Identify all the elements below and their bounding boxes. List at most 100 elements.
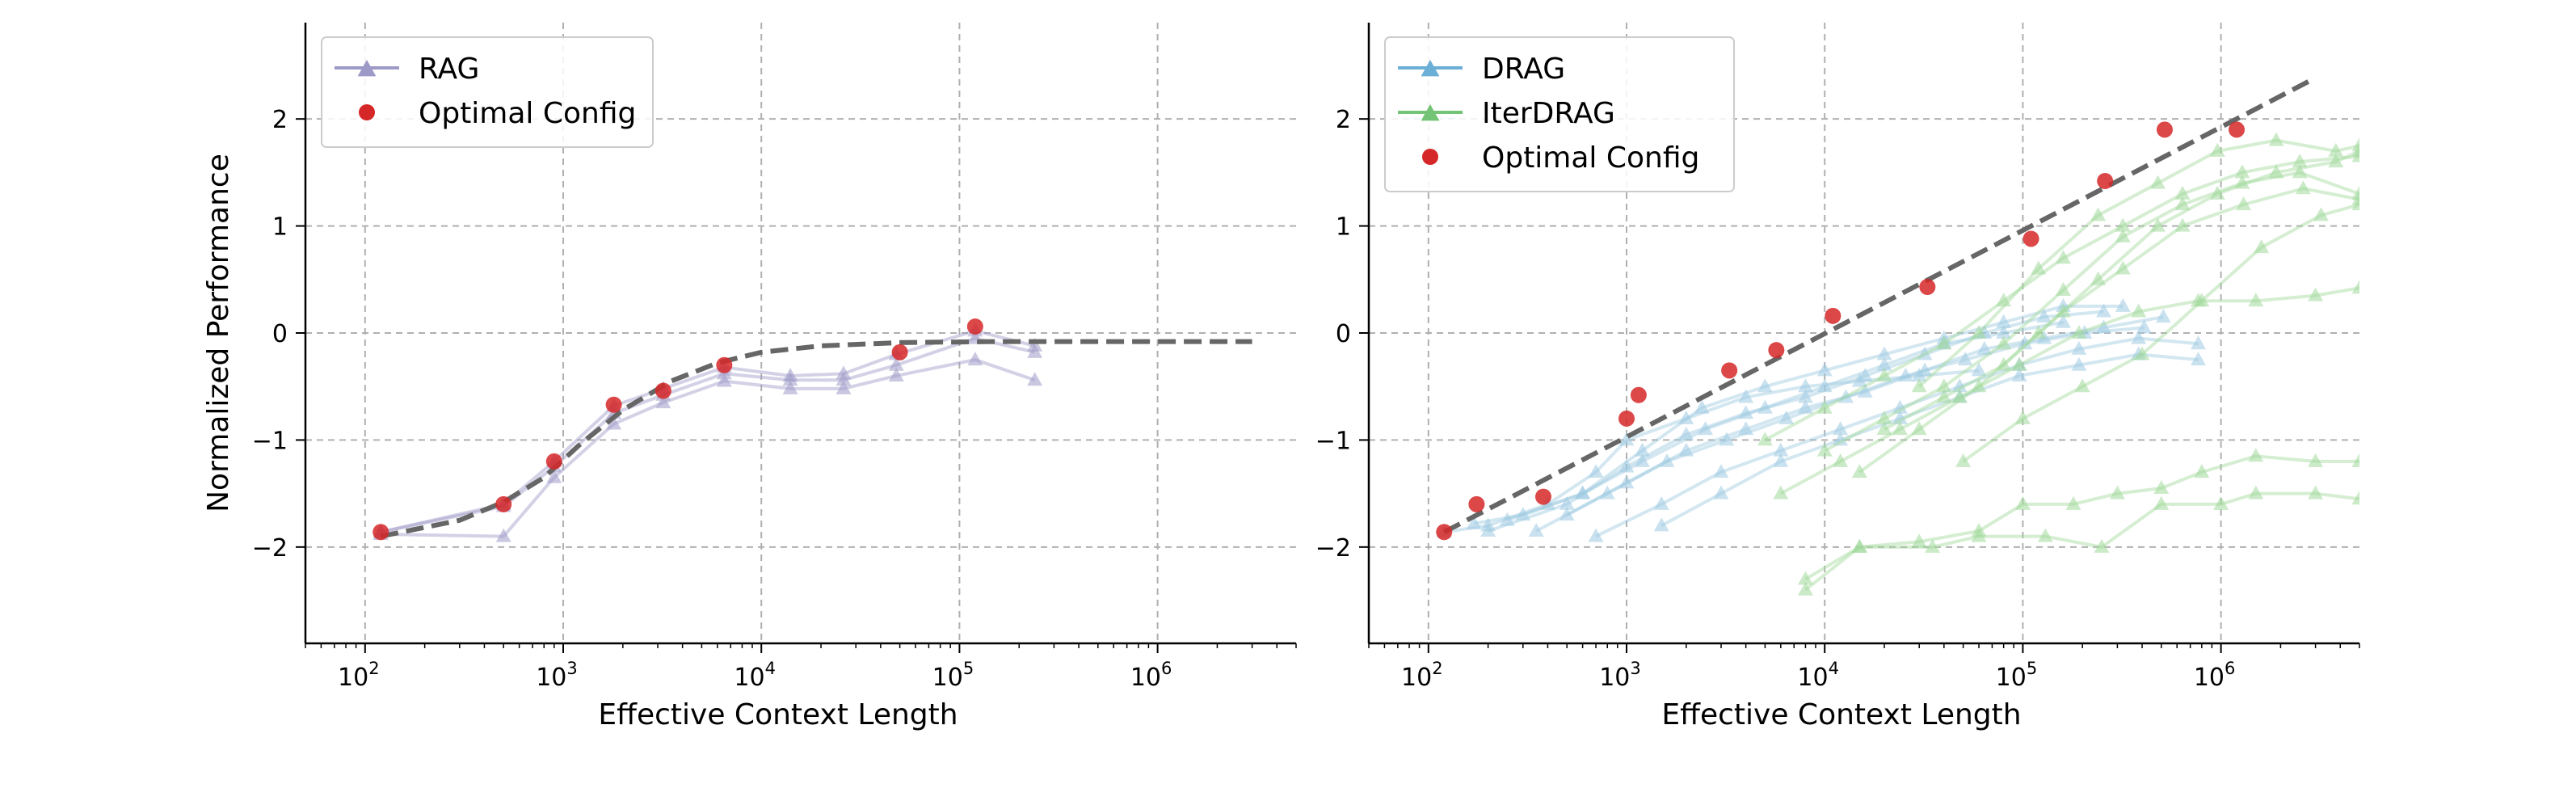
x-tick-exponent: 6 (2225, 659, 2235, 678)
series-line (1804, 454, 2359, 581)
optimal-config-point (1630, 386, 1647, 403)
series-marker (1773, 485, 1789, 499)
series-marker (2351, 280, 2359, 294)
series-marker (2234, 164, 2250, 179)
series-marker (2248, 293, 2264, 307)
legend-box (321, 36, 654, 148)
series-marker (2351, 196, 2359, 211)
series-marker (2308, 287, 2324, 301)
series-marker (1618, 432, 1635, 446)
series-marker (2174, 217, 2191, 232)
legend-box (1384, 36, 1735, 192)
series-marker (1976, 340, 1993, 355)
series-marker (1773, 453, 1789, 467)
series-marker (1936, 378, 1952, 393)
series-marker (2191, 335, 2207, 350)
series-marker (1816, 442, 1833, 457)
series-iterdrag-15 (1911, 132, 2359, 393)
optimal-config-point (495, 495, 512, 512)
optimal-config-point (1468, 495, 1485, 512)
optimal-config-point (605, 396, 622, 413)
series-marker (1892, 410, 1908, 424)
series-marker (2031, 260, 2047, 275)
series-marker (782, 380, 798, 394)
series-marker (1917, 346, 1933, 360)
series-marker (1971, 378, 1987, 393)
series-marker (1897, 367, 1913, 381)
series-marker (1833, 421, 1849, 436)
series-marker (782, 367, 798, 381)
y-tick-label: 1 (272, 213, 288, 242)
optimal-config-point (2156, 121, 2173, 138)
series-marker (2174, 196, 2191, 211)
series-marker (836, 380, 852, 394)
series-marker (1816, 399, 1833, 414)
legend-item-drag: DRAG (1398, 53, 1565, 86)
series-marker (2351, 137, 2359, 152)
series-marker (1996, 325, 2012, 339)
x-tick-label: 102 (1401, 659, 1443, 692)
y-tick-label: −2 (1315, 534, 1351, 563)
optimal-config-point (1534, 488, 1551, 505)
series-marker (2090, 207, 2107, 221)
series-marker (1876, 346, 1892, 360)
series-marker (1678, 410, 1694, 424)
series-marker (1797, 581, 1813, 596)
series-marker (2014, 495, 2031, 510)
series-marker (2248, 448, 2264, 462)
series-marker (2115, 297, 2131, 312)
series-marker (2351, 491, 2359, 505)
series-marker (1816, 378, 1833, 393)
x-tick-base: 10 (338, 664, 368, 692)
series-marker (716, 373, 732, 387)
series-marker (1838, 389, 1854, 403)
series-marker (1653, 495, 1669, 510)
x-tick-exponent: 4 (765, 659, 776, 678)
series-marker (1678, 442, 1694, 457)
optimal-config-point (966, 318, 983, 335)
series-marker (2136, 319, 2153, 334)
series-marker (495, 528, 511, 542)
x-tick-exponent: 3 (1630, 659, 1640, 678)
optimal-config-point (545, 453, 562, 470)
x-tick-label: 104 (1797, 659, 1839, 692)
series-line (1962, 203, 2359, 463)
series-marker (1678, 426, 1694, 440)
series-marker (2131, 330, 2147, 344)
x-tick-exponent: 4 (1829, 659, 1839, 678)
series-marker (1857, 383, 1873, 398)
x-tick-base: 10 (1599, 664, 1630, 692)
series-marker (2036, 309, 2052, 323)
series-marker (2191, 352, 2207, 366)
x-axis-title: Effective Context Length (1661, 698, 2021, 731)
series-marker (2115, 260, 2131, 275)
series-marker (1996, 335, 2012, 350)
x-tick-exponent: 6 (1161, 659, 1172, 678)
series-marker (2055, 282, 2071, 297)
series-marker (1773, 442, 1789, 457)
series-marker (2055, 303, 2071, 318)
x-tick-base: 10 (536, 664, 566, 692)
x-tick-label: 104 (734, 659, 776, 692)
legend-item-optimal-config: Optimal Config (1422, 141, 1699, 175)
series-marker (888, 367, 904, 381)
legend-marker-swatch (357, 60, 377, 77)
series-marker (2096, 303, 2112, 318)
x-tick-base: 10 (1996, 664, 2027, 692)
series-rag-2 (373, 330, 1043, 538)
series-marker (1951, 378, 1968, 393)
series-drag-1 (1436, 362, 1987, 538)
optimal-config-point (2229, 121, 2246, 138)
series-marker (1618, 458, 1635, 473)
series-marker (1713, 485, 1729, 499)
series-iterdrag-12 (1757, 148, 2359, 446)
series-marker (1996, 314, 2012, 328)
series-marker (1499, 512, 1515, 526)
series-marker (1911, 378, 1927, 393)
fit-curve (1442, 77, 2314, 534)
x-tick-exponent: 3 (566, 659, 577, 678)
x-tick-base: 10 (1401, 664, 1432, 692)
series-marker (1971, 325, 1987, 339)
x-tick-label: 103 (536, 659, 578, 692)
